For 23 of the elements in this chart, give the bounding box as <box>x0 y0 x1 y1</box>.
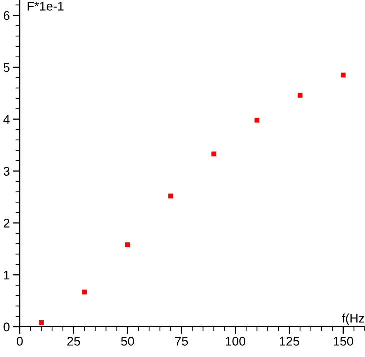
x-tick-label: 75 <box>175 337 188 346</box>
point <box>168 194 174 199</box>
y-tick-label: 1 <box>4 271 10 280</box>
point <box>125 242 130 248</box>
y-tick-label: 0 <box>4 322 10 332</box>
y-tick-label: 5 <box>4 63 10 72</box>
y-tick-label: 2 <box>4 218 10 228</box>
x-tick-label: 25 <box>68 337 80 346</box>
point <box>212 152 216 157</box>
y-tick-label: 3 <box>4 167 10 176</box>
y-tick-label: 4 <box>4 115 10 124</box>
point <box>39 320 44 326</box>
point <box>341 72 346 78</box>
x-tick-label: 100 <box>226 337 246 346</box>
y-tick-label: 6 <box>4 11 10 20</box>
x-tick-label: 50 <box>121 337 134 346</box>
x-tick-label: 150 <box>334 337 354 346</box>
point <box>298 93 303 98</box>
x-tick-label: 0 <box>17 337 23 346</box>
point <box>254 118 260 123</box>
x-tick-label: 125 <box>280 337 300 346</box>
x-axis-title: f(Hz <box>342 314 364 326</box>
y-axis-title: F*1e-1 <box>28 2 64 11</box>
